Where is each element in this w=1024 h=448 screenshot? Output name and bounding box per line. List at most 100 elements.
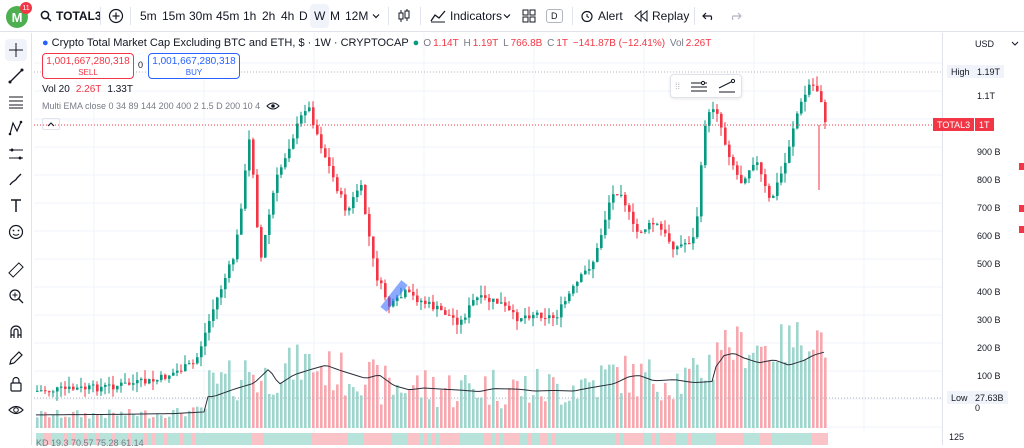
layout-d-button[interactable]: D — [546, 0, 563, 32]
interval-5m[interactable]: 5m — [140, 9, 157, 23]
interval-45m[interactable]: 45m — [216, 9, 240, 23]
volume-bar — [500, 408, 503, 428]
volume-bar — [564, 402, 567, 428]
interval-2h[interactable]: 2h — [262, 9, 276, 23]
volume-bar — [108, 409, 111, 428]
interval-d[interactable]: D — [299, 9, 308, 23]
fib-tool[interactable] — [5, 91, 27, 113]
volume-bar — [560, 404, 563, 428]
kd-cell — [424, 433, 428, 445]
y-tick: 600 B — [977, 231, 1001, 241]
volume-bar — [756, 345, 759, 428]
price-chart[interactable] — [34, 33, 942, 445]
candle-body — [292, 138, 295, 149]
alert-button[interactable]: Alert — [580, 0, 623, 32]
candle-body — [260, 227, 263, 258]
volume-bar — [772, 361, 775, 428]
volume-bar — [200, 407, 203, 428]
measure-tool[interactable] — [5, 259, 27, 281]
settings-lines-icon[interactable] — [689, 78, 709, 96]
candle-body — [128, 382, 131, 385]
candle-body — [596, 247, 599, 262]
interval-4h[interactable]: 4h — [281, 9, 295, 23]
candle-body — [696, 216, 699, 238]
compare-symbol-button[interactable] — [108, 0, 124, 32]
candle-body — [804, 94, 807, 102]
candle-body — [408, 289, 411, 292]
kd-cell — [44, 433, 48, 445]
kd-cell — [128, 433, 132, 445]
candle-body — [188, 363, 191, 365]
sell-button[interactable]: 1,001,667,280,318 SELL — [42, 53, 134, 79]
prediction-tool[interactable] — [5, 143, 27, 165]
kd-cell — [316, 433, 320, 445]
lock-drawing-tool[interactable] — [5, 347, 27, 369]
replay-button[interactable]: Replay — [634, 0, 689, 32]
chart-type-button[interactable] — [396, 0, 412, 32]
interval-dropdown[interactable] — [371, 0, 381, 32]
volume-bar — [796, 322, 799, 428]
kd-cell — [772, 433, 776, 445]
trend-line-tool[interactable] — [5, 65, 27, 87]
templates-button[interactable] — [522, 0, 536, 32]
symbol-search[interactable]: TOTAL3 — [40, 0, 102, 32]
volume-bar — [520, 396, 523, 428]
volume-bar — [764, 345, 767, 428]
volume-bar — [484, 376, 487, 428]
volume-bar — [36, 417, 39, 428]
indicators-dropdown[interactable] — [502, 0, 512, 32]
kd-cell — [336, 433, 340, 445]
buy-button[interactable]: 1,001,667,280,318 BUY — [148, 53, 240, 79]
volume-bar — [700, 377, 703, 428]
redo-button[interactable] — [728, 0, 742, 32]
crosshair-tool[interactable] — [5, 39, 27, 61]
candle-body — [456, 317, 459, 325]
candle-body — [656, 223, 659, 225]
candle-body — [112, 384, 115, 390]
candle-body — [680, 244, 683, 247]
brush-tool[interactable] — [5, 169, 27, 191]
interval-m[interactable]: M — [330, 9, 340, 23]
magnet-tool[interactable] — [5, 321, 27, 343]
text-tool[interactable] — [5, 195, 27, 217]
candle-body — [136, 380, 139, 384]
interval-1h[interactable]: 1h — [243, 9, 257, 23]
candle-body — [104, 384, 107, 387]
trend-line-icon[interactable] — [717, 78, 737, 96]
icons-tool[interactable] — [5, 221, 27, 243]
vol20-label: Vol 20 — [42, 84, 70, 95]
pattern-tool[interactable] — [5, 117, 27, 139]
y-tick: 100 B — [977, 371, 1001, 381]
pencil-lock-icon — [9, 351, 23, 365]
drag-handle-icon[interactable]: ⁞⁞ — [675, 81, 681, 91]
interval-15m[interactable]: 15m — [162, 9, 186, 23]
kd-cell — [628, 433, 632, 445]
volume-bar — [112, 412, 115, 428]
y-tick: 300 B — [977, 315, 1001, 325]
eye-off-icon[interactable] — [266, 101, 280, 111]
candle-body — [816, 85, 819, 92]
candle-body — [500, 302, 503, 304]
volume-bar — [88, 418, 91, 428]
hide-drawings-tool[interactable] — [5, 399, 27, 421]
vol20-value-a: 2.26T — [75, 84, 102, 95]
text-icon — [11, 199, 21, 212]
currency-selector[interactable]: USD — [975, 39, 1019, 49]
kd-cell — [208, 433, 212, 445]
candle-body — [444, 310, 447, 315]
chart-title[interactable]: Crypto Total Market Cap Excluding BTC an… — [51, 37, 409, 49]
zoom-tool[interactable] — [5, 285, 27, 307]
kd-cell — [264, 433, 268, 445]
price-scale[interactable]: USD High 1.19T 1.1T TOTAL3 1T 900 B 800 … — [933, 33, 1024, 445]
zoom-in-icon — [9, 289, 24, 304]
interval-30m[interactable]: 30m — [189, 9, 213, 23]
indicators-button[interactable]: Indicators — [430, 0, 502, 32]
volume-bar — [268, 393, 271, 428]
undo-button[interactable] — [702, 0, 716, 32]
collapse-legend-button[interactable] — [42, 118, 60, 130]
volume-bar — [432, 376, 435, 428]
interval-w-selected[interactable]: W — [310, 4, 330, 28]
candle-body — [604, 219, 607, 236]
lock-tool[interactable] — [5, 373, 27, 395]
interval-12m[interactable]: 12M — [345, 9, 369, 23]
